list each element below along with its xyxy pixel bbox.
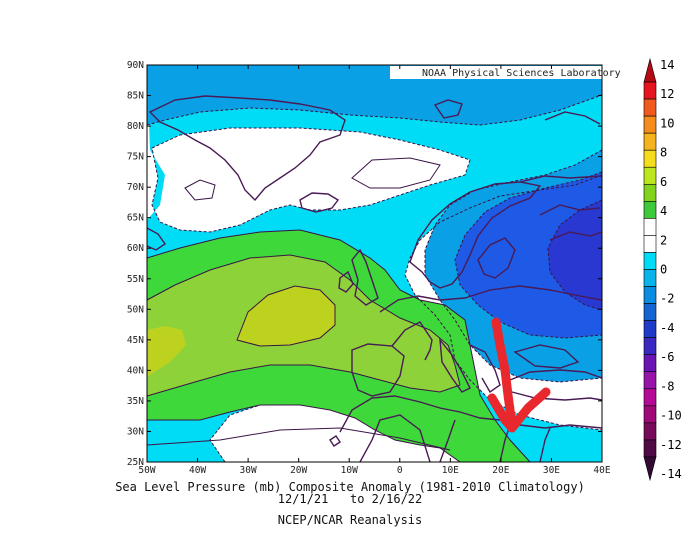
colorbar-swatch: [643, 218, 657, 236]
lat-tick-label: 30N: [127, 426, 144, 437]
colorbar-swatch: [643, 422, 657, 441]
colorbar-swatch: [643, 252, 657, 270]
colorbar-tick-label: 4: [660, 204, 667, 218]
colorbar-swatch: [643, 303, 657, 321]
colorbar-tick-label: 10: [660, 116, 674, 130]
lat-tick-label: 80N: [127, 121, 144, 132]
lon-tick-label: 40E: [593, 465, 610, 476]
colorbar-swatch: [643, 286, 657, 304]
colorbar-swatch: [643, 405, 657, 424]
lon-tick-label: 30W: [240, 465, 257, 476]
colorbar-swatch: [643, 235, 657, 253]
colorbar-swatch: [643, 371, 657, 390]
colorbar-tick-label: 0: [660, 263, 667, 277]
lon-tick-label: 20E: [492, 465, 509, 476]
colorbar-tick-label: -10: [660, 409, 682, 423]
caption-title: Sea Level Pressure (mb) Composite Anomal…: [115, 480, 585, 494]
map-axes: 90N 85N 80N 75N 70N 65N 60N 55N 50N 45N 40N 35N 30N 2…: [127, 60, 611, 476]
caption-dates: 12/1/21 to 2/16/22: [277, 492, 423, 506]
colorbar-swatch: [643, 388, 657, 407]
lat-tick-label: 75N: [127, 152, 144, 163]
colorbar-swatch: [643, 320, 657, 338]
colorbar-tick-label: -14: [660, 467, 682, 481]
lon-tick-label: 30E: [543, 465, 560, 476]
colorbar-swatch: [643, 115, 657, 134]
map-frame: [146, 64, 603, 463]
lat-tick-label: 25N: [127, 457, 144, 468]
coastlines: [147, 95, 602, 462]
colorbar-swatch: [643, 132, 657, 151]
lat-tick-label: 35N: [127, 396, 144, 407]
lat-tick-label: 60N: [127, 243, 144, 254]
lat-tick-label: 55N: [127, 274, 144, 285]
colorbar-tick-label: 8: [660, 146, 667, 160]
colorbar-tick-label: 14: [660, 58, 674, 72]
colorbar-tick-label: 12: [660, 87, 674, 101]
lon-tick-label: 10E: [442, 465, 459, 476]
colorbar-swatch: [643, 81, 657, 100]
colorbar: 14 12 10 8 6 4 2 0 -2 -4 -6 -8 -10 -12 -14: [643, 57, 682, 482]
lat-tick-label: 45N: [127, 335, 144, 346]
lat-tick-label: 50N: [127, 304, 144, 315]
red-arrow-annotation: [487, 317, 551, 433]
colorbar-swatch: [643, 269, 657, 287]
colorbar-tick-label: -6: [660, 350, 674, 364]
colorbar-top-arrow: [643, 57, 657, 83]
lat-tick-label: 70N: [127, 182, 144, 193]
colorbar-swatch: [643, 98, 657, 117]
colorbar-tick-label: -8: [660, 379, 674, 393]
anomaly-neg6-region: [455, 172, 602, 338]
lat-tick-label: 40N: [127, 365, 144, 376]
lat-tick-label: 65N: [127, 213, 144, 224]
colorbar-tick-label: -4: [660, 321, 674, 335]
colorbar-swatch: [643, 439, 657, 458]
anomaly-neg8-region: [548, 200, 602, 310]
colorbar-tick-label: 6: [660, 175, 667, 189]
colorbar-swatch: [643, 354, 657, 373]
credit-text: NOAA Physical Sciences Laboratory: [422, 68, 621, 79]
colorbar-swatch: [643, 166, 657, 185]
anomaly-shading: [147, 65, 602, 462]
colorbar-swatch: [643, 337, 657, 356]
colorbar-swatch: [643, 149, 657, 168]
lat-tick-label: 90N: [127, 60, 144, 71]
lon-tick-label: 40W: [189, 465, 206, 476]
lon-tick-label: 20W: [290, 465, 307, 476]
colorbar-bottom-arrow: [643, 456, 657, 482]
colorbar-swatch: [643, 183, 657, 202]
colorbar-tick-label: -12: [660, 438, 682, 452]
colorbar-tick-label: -2: [660, 292, 674, 306]
caption-source: NCEP/NCAR Reanalysis: [277, 513, 423, 527]
lon-tick-label: 0: [397, 465, 403, 476]
lon-tick-label: 50W: [138, 465, 155, 476]
colorbar-swatch: [643, 201, 657, 219]
credit-box: [390, 66, 602, 79]
lon-tick-label: 10W: [341, 465, 358, 476]
lat-tick-label: 85N: [127, 91, 144, 102]
colorbar-tick-label: 2: [660, 233, 667, 247]
